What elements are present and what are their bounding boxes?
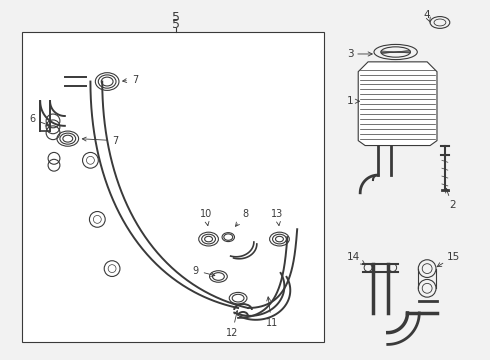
Text: 9: 9 [193, 266, 215, 276]
Text: 14: 14 [347, 252, 365, 265]
Text: 1: 1 [347, 96, 360, 106]
Text: 13: 13 [271, 210, 284, 226]
Text: 7: 7 [82, 136, 118, 145]
Text: 4: 4 [424, 10, 430, 22]
Text: 8: 8 [236, 210, 248, 226]
Bar [22, 32, 324, 342]
Polygon shape [358, 62, 437, 145]
Text: 11: 11 [266, 297, 278, 328]
Text: 5: 5 [172, 12, 180, 24]
Text: 7: 7 [122, 75, 138, 85]
Text: 6: 6 [29, 114, 49, 126]
Text: 5: 5 [172, 18, 180, 31]
Text: 3: 3 [347, 49, 372, 59]
Text: 15: 15 [437, 252, 460, 267]
Text: 12: 12 [226, 311, 239, 338]
Text: 2: 2 [445, 188, 455, 210]
Text: 10: 10 [199, 210, 212, 226]
